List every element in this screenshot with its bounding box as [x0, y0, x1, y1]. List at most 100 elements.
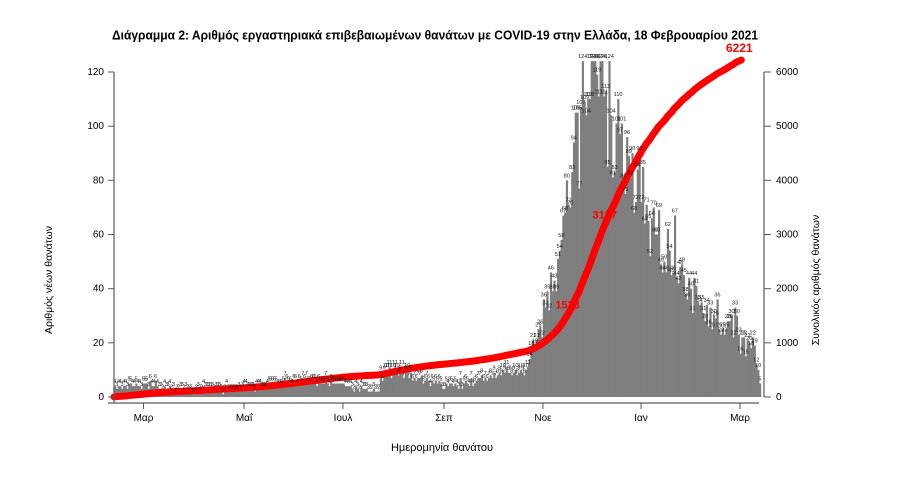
svg-text:54: 54 — [557, 244, 563, 250]
svg-text:0: 0 — [776, 392, 782, 403]
svg-text:75: 75 — [622, 187, 628, 193]
svg-text:54: 54 — [666, 244, 672, 250]
svg-text:71: 71 — [643, 198, 649, 204]
svg-text:5: 5 — [758, 377, 761, 383]
svg-text:33: 33 — [707, 301, 713, 307]
svg-text:80: 80 — [620, 173, 626, 179]
svg-text:113: 113 — [601, 84, 610, 90]
svg-text:94: 94 — [571, 135, 577, 141]
svg-text:66: 66 — [649, 211, 655, 217]
svg-text:15: 15 — [743, 349, 749, 355]
svg-text:1523: 1523 — [555, 300, 579, 312]
svg-text:96: 96 — [624, 130, 630, 136]
svg-text:52: 52 — [647, 249, 653, 255]
svg-text:23: 23 — [721, 328, 727, 334]
svg-text:10: 10 — [755, 363, 761, 369]
svg-text:110: 110 — [614, 92, 623, 98]
svg-text:25: 25 — [723, 322, 729, 328]
svg-text:44: 44 — [691, 271, 697, 277]
svg-text:51: 51 — [555, 252, 561, 258]
svg-text:2000: 2000 — [776, 284, 799, 295]
svg-text:119: 119 — [592, 68, 601, 74]
svg-text:26: 26 — [537, 320, 543, 326]
svg-text:Σεπ: Σεπ — [435, 413, 453, 424]
svg-text:40: 40 — [93, 284, 105, 295]
svg-text:85: 85 — [604, 160, 610, 166]
svg-text:19: 19 — [751, 339, 757, 345]
svg-text:104: 104 — [582, 108, 591, 114]
svg-text:83: 83 — [569, 165, 575, 171]
svg-text:29: 29 — [712, 312, 718, 318]
svg-text:36: 36 — [684, 293, 690, 299]
svg-text:68: 68 — [631, 206, 637, 212]
svg-text:2: 2 — [377, 385, 380, 391]
svg-text:107: 107 — [576, 100, 585, 106]
svg-text:60: 60 — [93, 230, 105, 241]
svg-text:90: 90 — [636, 146, 642, 152]
svg-text:6: 6 — [381, 374, 384, 380]
svg-text:2: 2 — [253, 385, 256, 391]
svg-text:7: 7 — [402, 371, 405, 377]
svg-text:20: 20 — [93, 338, 105, 349]
svg-text:31: 31 — [689, 306, 695, 312]
svg-text:Αριθμός νέων θανάτων: Αριθμός νέων θανάτων — [43, 226, 55, 334]
svg-text:46: 46 — [548, 265, 554, 271]
svg-text:77: 77 — [576, 182, 582, 188]
svg-text:67: 67 — [672, 209, 678, 215]
svg-text:31: 31 — [700, 306, 706, 312]
svg-text:Μαρ: Μαρ — [134, 413, 154, 424]
svg-text:19: 19 — [532, 339, 538, 345]
svg-text:85: 85 — [640, 160, 646, 166]
svg-text:41: 41 — [693, 279, 699, 285]
svg-text:97: 97 — [617, 127, 623, 133]
svg-text:32: 32 — [546, 303, 552, 309]
svg-text:1000: 1000 — [776, 338, 799, 349]
svg-text:90: 90 — [629, 146, 635, 152]
svg-text:3187: 3187 — [593, 209, 617, 221]
svg-text:22: 22 — [750, 330, 756, 336]
svg-text:Ιαν: Ιαν — [634, 413, 648, 424]
svg-text:Μαΐ: Μαΐ — [236, 412, 253, 424]
svg-text:Ημερομηνία θανάτου: Ημερομηνία θανάτου — [391, 442, 493, 454]
svg-text:50: 50 — [661, 255, 667, 261]
svg-text:36: 36 — [714, 293, 720, 299]
svg-text:Ιουλ: Ιουλ — [334, 413, 353, 424]
svg-text:124: 124 — [605, 54, 614, 60]
svg-text:43: 43 — [551, 274, 557, 280]
svg-text:42: 42 — [675, 276, 681, 282]
svg-text:101: 101 — [617, 117, 626, 123]
svg-text:30: 30 — [734, 309, 740, 315]
svg-text:4: 4 — [291, 379, 294, 385]
svg-text:68: 68 — [562, 206, 568, 212]
svg-text:8: 8 — [523, 368, 526, 374]
svg-text:100: 100 — [87, 121, 104, 132]
svg-text:3: 3 — [126, 382, 129, 388]
svg-text:104: 104 — [606, 108, 615, 114]
svg-text:81: 81 — [610, 171, 616, 177]
svg-text:33: 33 — [732, 301, 738, 307]
svg-text:0: 0 — [98, 392, 104, 403]
svg-text:110: 110 — [585, 92, 594, 98]
svg-text:3: 3 — [140, 382, 143, 388]
svg-text:22: 22 — [539, 330, 545, 336]
svg-text:83: 83 — [611, 165, 617, 171]
svg-text:36: 36 — [541, 293, 547, 299]
svg-text:111: 111 — [600, 89, 609, 95]
svg-text:5000: 5000 — [776, 121, 799, 132]
svg-text:3000: 3000 — [776, 230, 799, 241]
svg-text:70: 70 — [567, 200, 573, 206]
svg-text:25: 25 — [709, 322, 715, 328]
svg-text:Μαρ: Μαρ — [730, 413, 750, 424]
svg-text:6000: 6000 — [776, 67, 799, 78]
svg-text:69: 69 — [656, 203, 662, 209]
svg-text:28: 28 — [727, 314, 733, 320]
svg-text:58: 58 — [558, 233, 564, 239]
svg-text:4000: 4000 — [776, 175, 799, 186]
svg-text:Διάγραμμα 2: Αριθμός εργαστηρι: Διάγραμμα 2: Αριθμός εργαστηριακά επιβεβ… — [112, 28, 758, 43]
svg-text:81: 81 — [627, 171, 633, 177]
svg-text:49: 49 — [679, 257, 685, 263]
svg-text:60: 60 — [654, 228, 660, 234]
svg-text:62: 62 — [665, 222, 671, 228]
svg-text:80: 80 — [93, 175, 105, 186]
svg-text:120: 120 — [87, 67, 104, 78]
